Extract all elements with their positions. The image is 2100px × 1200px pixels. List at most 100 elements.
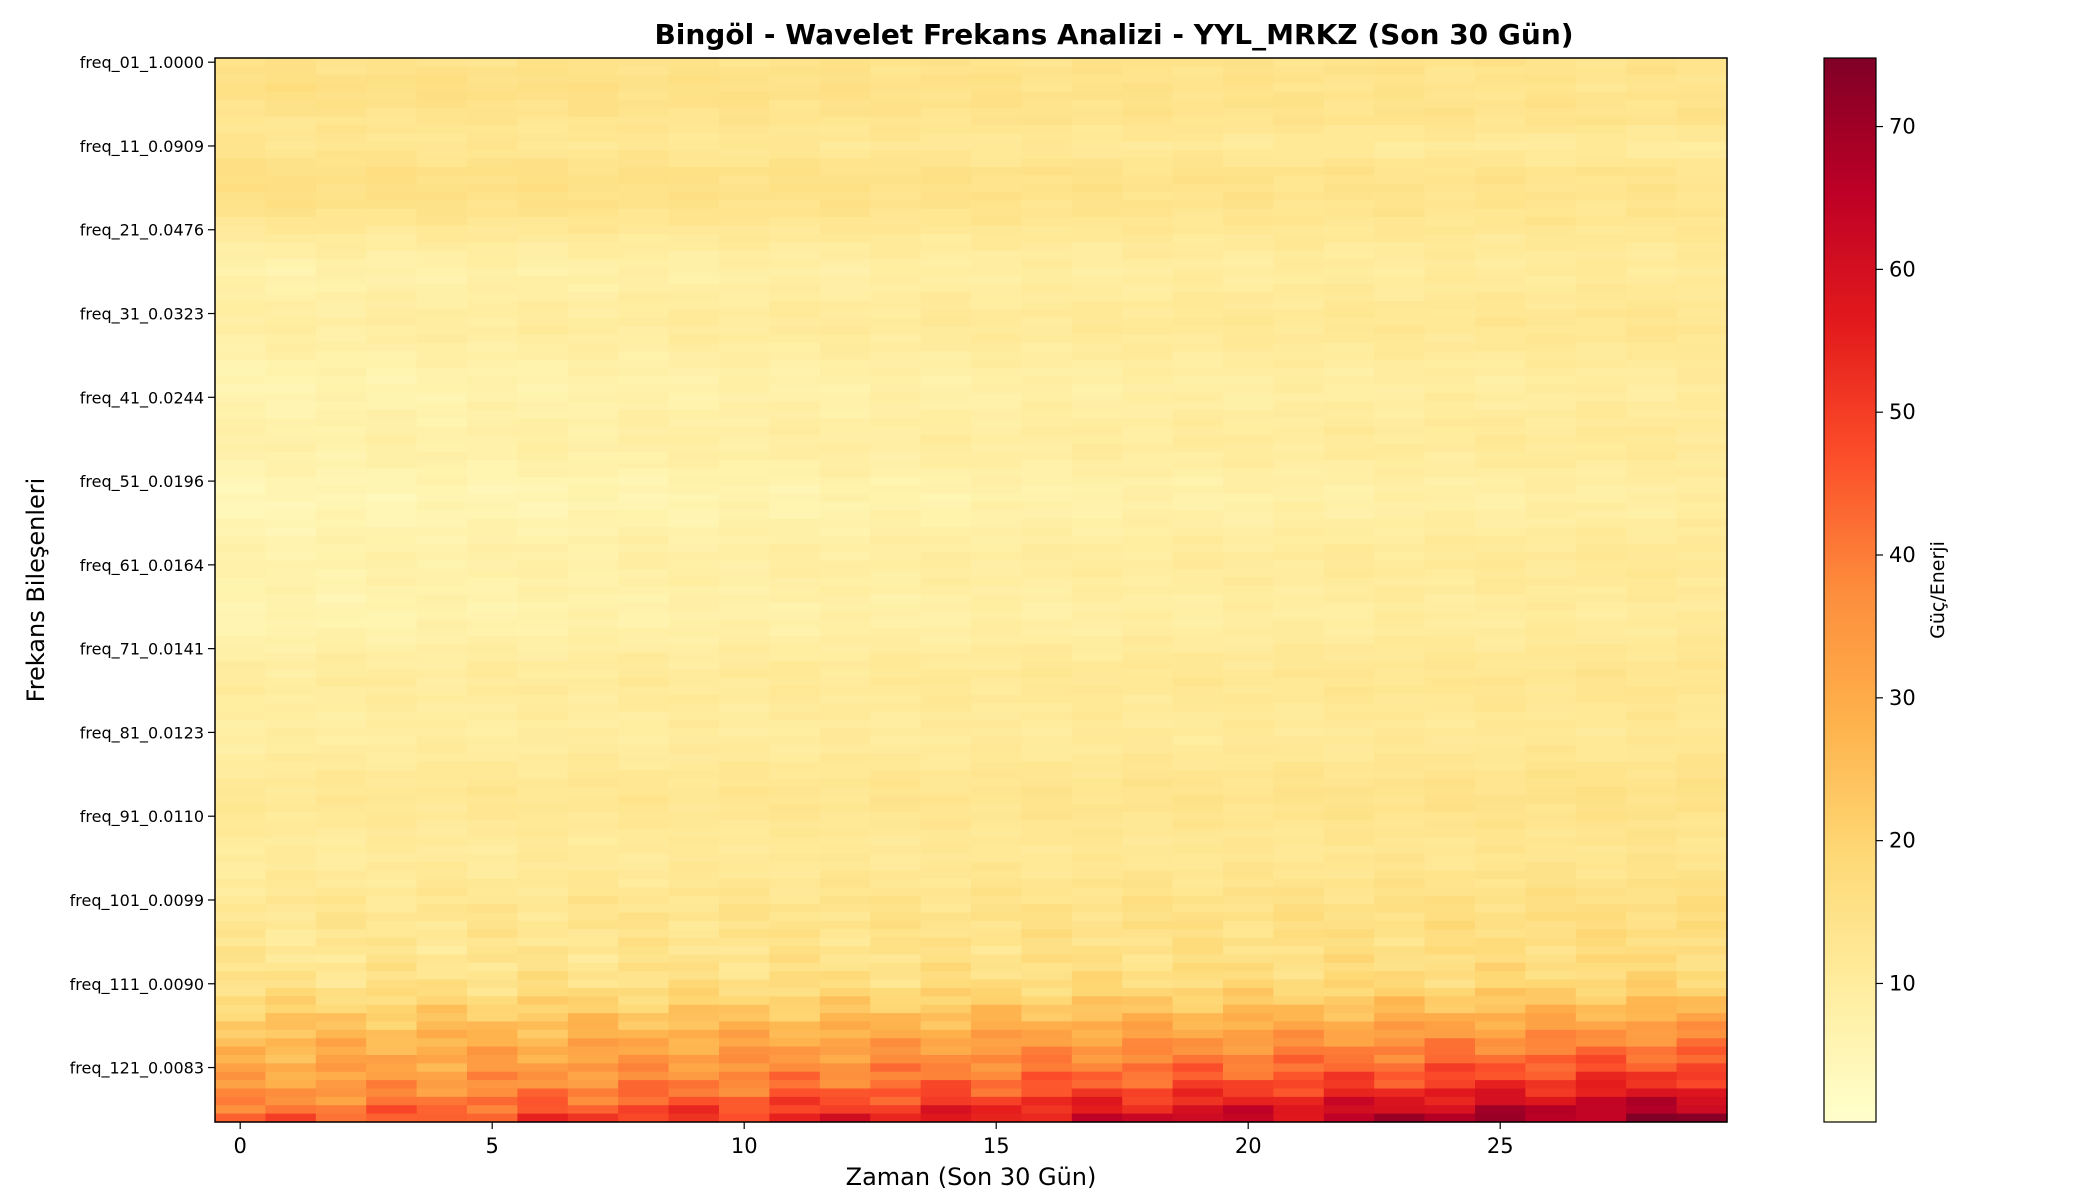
heatmap-cell	[920, 401, 972, 411]
heatmap-cell	[1626, 443, 1678, 453]
heatmap-cell	[1626, 309, 1678, 319]
heatmap-cell	[1676, 342, 1728, 352]
heatmap-cell	[1374, 535, 1426, 545]
heatmap-cell	[1525, 409, 1577, 419]
heatmap-cell	[1172, 217, 1224, 227]
heatmap-cell	[265, 426, 317, 436]
heatmap-cell	[1071, 518, 1123, 528]
heatmap-cell	[1071, 1046, 1123, 1056]
heatmap-cell	[1424, 518, 1476, 528]
heatmap-cell	[1374, 1029, 1426, 1039]
heatmap-cell	[1525, 929, 1577, 939]
heatmap-cell	[1273, 719, 1325, 729]
heatmap-cell	[920, 376, 972, 386]
heatmap-cell	[870, 1021, 922, 1031]
heatmap-cell	[1575, 719, 1627, 729]
heatmap-cell	[668, 987, 720, 997]
heatmap-cell	[517, 686, 569, 696]
heatmap-cell	[819, 920, 871, 930]
heatmap-cell	[870, 619, 922, 629]
heatmap-cell	[1575, 342, 1627, 352]
heatmap-cell	[1223, 778, 1274, 788]
heatmap-cell	[1273, 518, 1325, 528]
heatmap-cell	[1071, 192, 1123, 202]
heatmap-cell	[1071, 979, 1123, 989]
heatmap-cell	[769, 468, 821, 478]
heatmap-cell	[416, 1013, 468, 1023]
heatmap-cell	[1223, 426, 1274, 436]
heatmap-cell	[1525, 367, 1577, 377]
heatmap-cell	[1525, 602, 1577, 612]
heatmap-cell	[467, 560, 518, 570]
heatmap-cell	[517, 585, 569, 595]
heatmap-cell	[467, 828, 518, 838]
heatmap-cell	[618, 904, 670, 914]
heatmap-cell	[1424, 820, 1476, 830]
heatmap-cell	[265, 862, 317, 872]
heatmap-cell	[618, 1046, 670, 1056]
heatmap-cell	[1475, 1071, 1526, 1081]
heatmap-cell	[819, 166, 871, 176]
heatmap-cell	[416, 946, 468, 956]
heatmap-cell	[668, 761, 720, 771]
heatmap-cell	[1374, 443, 1426, 453]
heatmap-cell	[769, 1038, 821, 1048]
heatmap-cell	[1374, 862, 1426, 872]
heatmap-cell	[1172, 1013, 1224, 1023]
heatmap-cell	[1172, 602, 1224, 612]
heatmap-cell	[1575, 108, 1627, 118]
heatmap-cell	[467, 66, 518, 76]
heatmap-cell	[1475, 719, 1526, 729]
heatmap-cell	[719, 862, 770, 872]
heatmap-cell	[1071, 820, 1123, 830]
heatmap-cell	[719, 627, 770, 637]
heatmap-cell	[1525, 786, 1577, 796]
heatmap-cell	[870, 510, 922, 520]
heatmap-cell	[467, 770, 518, 780]
heatmap-cell	[1021, 175, 1073, 185]
heatmap-cell	[1626, 317, 1678, 327]
heatmap-cell	[1273, 409, 1325, 419]
heatmap-cell	[870, 887, 922, 897]
heatmap-cell	[819, 309, 871, 319]
heatmap-cell	[315, 920, 367, 930]
heatmap-cell	[920, 870, 972, 880]
heatmap-cell	[920, 778, 972, 788]
heatmap-cell	[1273, 619, 1325, 629]
heatmap-cell	[870, 460, 922, 470]
heatmap-cell	[517, 74, 569, 84]
heatmap-cell	[1525, 1113, 1577, 1123]
heatmap-cell	[1021, 66, 1073, 76]
heatmap-cell	[870, 1080, 922, 1090]
heatmap-cell	[618, 426, 670, 436]
heatmap-cell	[1525, 225, 1577, 235]
heatmap-cell	[315, 451, 367, 461]
heatmap-cell	[567, 183, 619, 193]
heatmap-cell	[819, 1021, 871, 1031]
heatmap-cell	[1475, 259, 1526, 269]
heatmap-cell	[567, 535, 619, 545]
heatmap-cell	[1021, 485, 1073, 495]
heatmap-cell	[366, 535, 418, 545]
heatmap-cell	[1172, 91, 1224, 101]
heatmap-cell	[1424, 627, 1476, 637]
heatmap-cell	[416, 560, 468, 570]
heatmap-cell	[668, 367, 720, 377]
heatmap-cell	[1475, 510, 1526, 520]
heatmap-cell	[1273, 820, 1325, 830]
heatmap-cell	[315, 502, 367, 512]
heatmap-cell	[215, 744, 266, 754]
heatmap-cell	[1323, 736, 1375, 746]
heatmap-cell	[1475, 560, 1526, 570]
heatmap-cell	[719, 351, 770, 361]
heatmap-cell	[1172, 946, 1224, 956]
heatmap-cell	[668, 610, 720, 620]
heatmap-cell	[870, 669, 922, 679]
heatmap-cell	[1172, 644, 1224, 654]
heatmap-cell	[1172, 493, 1224, 503]
heatmap-cell	[366, 594, 418, 604]
heatmap-cell	[1525, 845, 1577, 855]
heatmap-cell	[870, 770, 922, 780]
heatmap-cell	[618, 267, 670, 277]
heatmap-cell	[315, 208, 367, 218]
